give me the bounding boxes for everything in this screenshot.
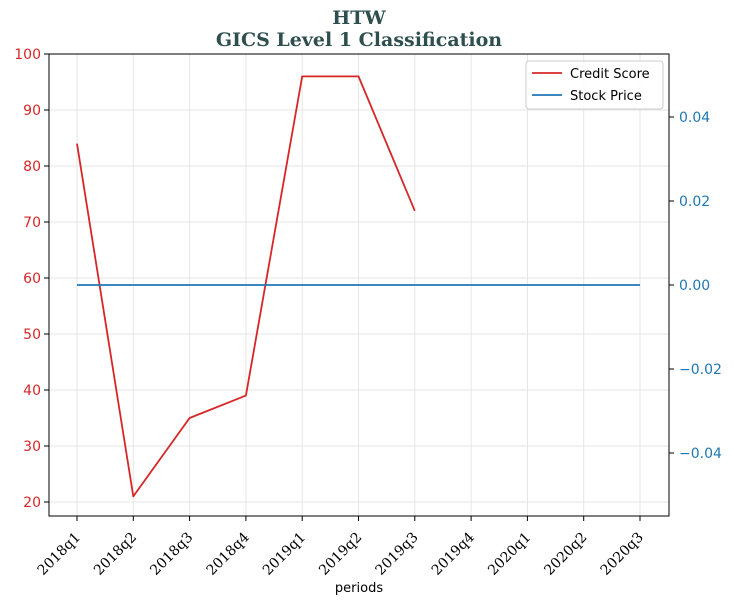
- left-tick-label: 30: [23, 439, 41, 455]
- right-tick-label: 0.02: [679, 194, 710, 210]
- legend-label: Stock Price: [570, 89, 642, 104]
- legend-label: Credit Score: [570, 67, 650, 82]
- left-tick-label: 60: [23, 271, 41, 287]
- left-tick-label: 50: [23, 327, 41, 343]
- x-tick-label: 2018q1: [35, 530, 84, 579]
- left-tick-label: 40: [23, 383, 41, 399]
- x-axis: 2018q1 2018q2 2018q3 2018q4 2019q1 2019q2 2019…: [35, 516, 647, 579]
- x-tick-label: 2020q1: [485, 530, 534, 579]
- x-axis-label: periods: [335, 581, 383, 596]
- grid: [49, 53, 669, 516]
- x-tick-label: 2019q1: [260, 530, 309, 579]
- legend: Credit Score Stock Price: [525, 60, 664, 110]
- left-tick-label: 70: [23, 215, 41, 231]
- left-tick-label: 90: [23, 103, 41, 119]
- x-tick-label: 2020q3: [598, 530, 647, 579]
- x-tick-label: 2020q2: [541, 530, 590, 579]
- left-tick-label: 80: [23, 159, 41, 175]
- left-tick-label: 100: [14, 47, 41, 63]
- series-layer: [76, 75, 640, 498]
- x-tick-label: 2018q3: [147, 530, 196, 579]
- right-tick-label: −0.04: [679, 446, 722, 462]
- chart-subtitle: GICS Level 1 Classification: [216, 29, 502, 51]
- x-tick-label: 2019q3: [372, 530, 421, 579]
- x-tick-label: 2019q4: [429, 529, 478, 578]
- left-y-axis: 20 30 40 50 60 70 80 90 100: [14, 47, 49, 511]
- right-tick-label: 0.04: [679, 110, 710, 126]
- right-tick-label: −0.02: [679, 362, 722, 378]
- x-tick-label: 2018q4: [204, 529, 253, 578]
- left-tick-label: 20: [23, 495, 41, 511]
- chart-title: HTW: [332, 7, 386, 29]
- x-tick-label: 2019q2: [316, 530, 365, 579]
- series-line-credit-score: [76, 75, 416, 498]
- right-tick-label: 0.00: [679, 278, 710, 294]
- right-y-axis: −0.04 −0.02 0.00 0.02 0.04: [669, 110, 722, 462]
- x-tick-label: 2018q2: [91, 530, 140, 579]
